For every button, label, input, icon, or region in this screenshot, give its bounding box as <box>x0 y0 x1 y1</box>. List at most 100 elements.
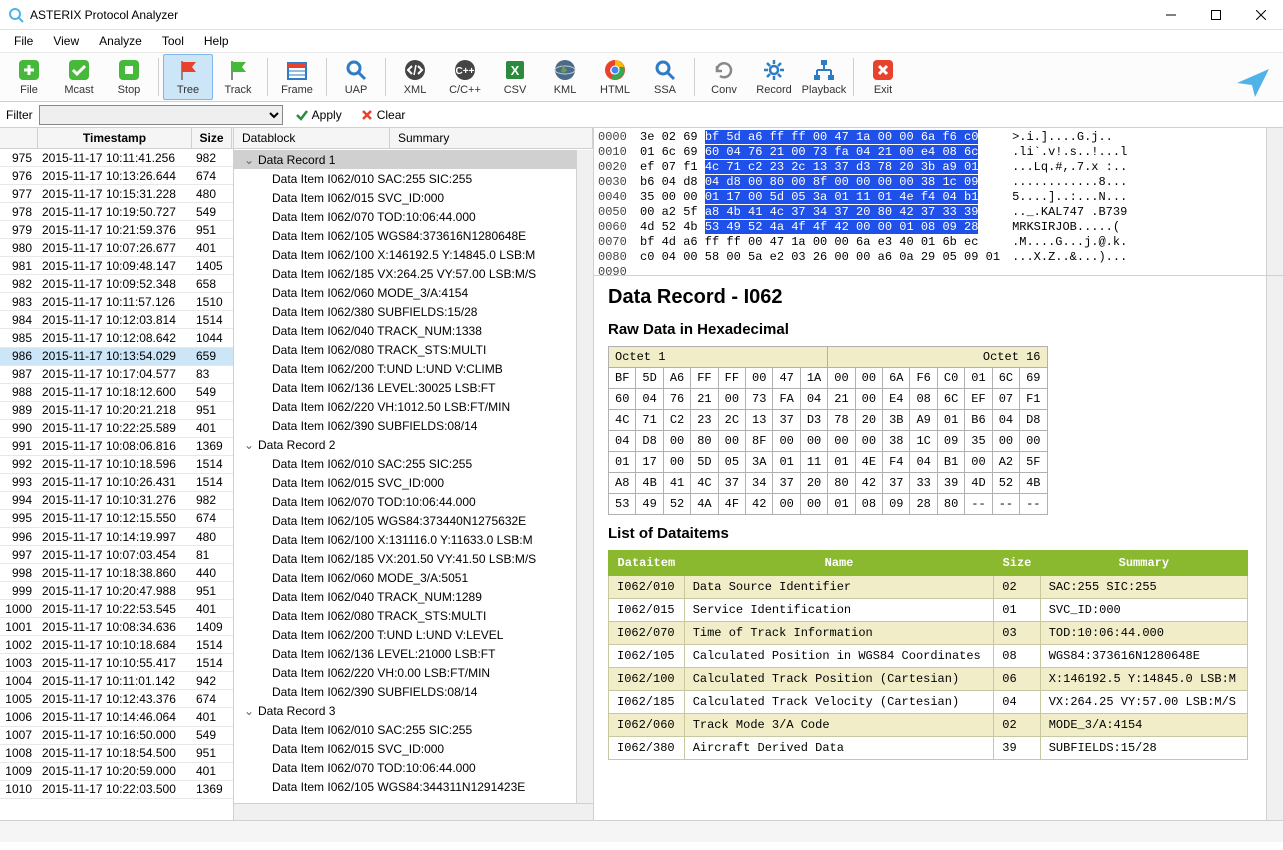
packet-row[interactable]: 9842015-11-17 10:12:03.8141514 <box>0 311 233 329</box>
col-datablock[interactable]: Datablock <box>234 128 390 148</box>
tree-node[interactable]: Data Item I062/070 TOD:10:06:44.000 <box>234 758 593 777</box>
dataitem-row[interactable]: I062/105Calculated Position in WGS84 Coo… <box>609 645 1248 668</box>
menu-help[interactable]: Help <box>196 32 237 50</box>
dataitem-row[interactable]: I062/010Data Source Identifier02SAC:255 … <box>609 576 1248 599</box>
col-timestamp[interactable]: Timestamp <box>38 128 192 148</box>
tree-node[interactable]: Data Item I062/015 SVC_ID:000 <box>234 188 593 207</box>
tree-node[interactable]: Data Item I062/100 X:131116.0 Y:11633.0 … <box>234 530 593 549</box>
toolbar-exit[interactable]: Exit <box>858 54 908 100</box>
packet-row[interactable]: 9812015-11-17 10:09:48.1471405 <box>0 257 233 275</box>
toolbar-playback[interactable]: Playback <box>799 54 849 100</box>
packet-row[interactable]: 10032015-11-17 10:10:55.4171514 <box>0 654 233 672</box>
packet-row[interactable]: 10062015-11-17 10:14:46.064401 <box>0 708 233 726</box>
tree-node[interactable]: Data Item I062/010 SAC:255 SIC:255 <box>234 454 593 473</box>
tree-node[interactable]: Data Item I062/080 TRACK_STS:MULTI <box>234 340 593 359</box>
packet-row[interactable]: 10022015-11-17 10:10:18.6841514 <box>0 636 233 654</box>
toolbar-track[interactable]: Track <box>213 54 263 100</box>
packet-row[interactable]: 10042015-11-17 10:11:01.142942 <box>0 672 233 690</box>
packet-row[interactable]: 9832015-11-17 10:11:57.1261510 <box>0 293 233 311</box>
tree-node[interactable]: ⌄Data Record 3 <box>234 701 593 720</box>
menu-tool[interactable]: Tool <box>154 32 192 50</box>
tree-node[interactable]: Data Item I062/200 T:UND L:UND V:LEVEL <box>234 625 593 644</box>
menu-analyze[interactable]: Analyze <box>91 32 150 50</box>
dataitem-row[interactable]: I062/070Time of Track Information03TOD:1… <box>609 622 1248 645</box>
tree-node[interactable]: Data Item I062/390 SUBFIELDS:08/14 <box>234 416 593 435</box>
maximize-button[interactable] <box>1193 0 1238 30</box>
packet-row[interactable]: 10012015-11-17 10:08:34.6361409 <box>0 618 233 636</box>
apply-button[interactable]: Apply <box>289 107 348 123</box>
toolbar-html[interactable]: HTML <box>590 54 640 100</box>
packet-row[interactable]: 9862015-11-17 10:13:54.029659 <box>0 348 233 366</box>
close-button[interactable] <box>1238 0 1283 30</box>
packet-row[interactable]: 9952015-11-17 10:12:15.550674 <box>0 510 233 528</box>
packet-row[interactable]: 9852015-11-17 10:12:08.6421044 <box>0 329 233 347</box>
toolbar-tree[interactable]: Tree <box>163 54 213 100</box>
tree-node[interactable]: Data Item I062/390 SUBFIELDS:08/14 <box>234 682 593 701</box>
tree-node[interactable]: Data Item I062/185 VX:201.50 VY:41.50 LS… <box>234 549 593 568</box>
clear-button[interactable]: Clear <box>354 107 412 123</box>
tree-node[interactable]: Data Item I062/105 WGS84:373616N1280648E <box>234 226 593 245</box>
send-icon[interactable] <box>1235 65 1271 101</box>
toolbar-stop[interactable]: Stop <box>104 54 154 100</box>
tree-vscrollbar[interactable] <box>576 150 593 803</box>
tree-node[interactable]: Data Item I062/060 MODE_3/A:4154 <box>234 283 593 302</box>
packet-row[interactable]: 9782015-11-17 10:19:50.727549 <box>0 203 233 221</box>
packet-row[interactable]: 9882015-11-17 10:18:12.600549 <box>0 384 233 402</box>
packet-row[interactable]: 9802015-11-17 10:07:26.677401 <box>0 239 233 257</box>
packet-row[interactable]: 10082015-11-17 10:18:54.500951 <box>0 745 233 763</box>
tree-node[interactable]: Data Item I062/010 SAC:255 SIC:255 <box>234 720 593 739</box>
tree-node[interactable]: ⌄Data Record 2 <box>234 435 593 454</box>
tree-node[interactable]: Data Item I062/015 SVC_ID:000 <box>234 739 593 758</box>
toolbar-csv[interactable]: XCSV <box>490 54 540 100</box>
packet-row[interactable]: 9962015-11-17 10:14:19.997480 <box>0 528 233 546</box>
tree-node[interactable]: Data Item I062/010 SAC:255 SIC:255 <box>234 169 593 188</box>
packet-row[interactable]: 9992015-11-17 10:20:47.988951 <box>0 582 233 600</box>
dataitem-row[interactable]: I062/100Calculated Track Position (Carte… <box>609 668 1248 691</box>
tree-node[interactable]: Data Item I062/040 TRACK_NUM:1338 <box>234 321 593 340</box>
hex-vscrollbar[interactable] <box>1266 128 1283 275</box>
menu-view[interactable]: View <box>45 32 87 50</box>
toolbar-record[interactable]: Record <box>749 54 799 100</box>
tree-node[interactable]: Data Item I062/015 SVC_ID:000 <box>234 473 593 492</box>
packet-row[interactable]: 9762015-11-17 10:13:26.644674 <box>0 167 233 185</box>
tree-node[interactable]: Data Item I062/070 TOD:10:06:44.000 <box>234 492 593 511</box>
tree-node[interactable]: Data Item I062/185 VX:264.25 VY:57.00 LS… <box>234 264 593 283</box>
tree-body[interactable]: ⌄Data Record 1Data Item I062/010 SAC:255… <box>234 149 593 803</box>
col-index[interactable] <box>0 128 38 148</box>
tree-node[interactable]: Data Item I062/136 LEVEL:21000 LSB:FT <box>234 644 593 663</box>
packet-row[interactable]: 9942015-11-17 10:10:31.276982 <box>0 492 233 510</box>
tree-node[interactable]: ⌄Data Record 1 <box>234 150 593 169</box>
tree-hscrollbar[interactable] <box>234 803 593 820</box>
tree-node[interactable]: Data Item I062/380 SUBFIELDS:15/28 <box>234 302 593 321</box>
packet-row[interactable]: 10092015-11-17 10:20:59.000401 <box>0 763 233 781</box>
packet-row[interactable]: 9922015-11-17 10:10:18.5961514 <box>0 456 233 474</box>
toolbar-frame[interactable]: Frame <box>272 54 322 100</box>
tree-node[interactable]: Data Item I062/105 WGS84:373440N1275632E <box>234 511 593 530</box>
menu-file[interactable]: File <box>6 32 41 50</box>
tree-node[interactable]: Data Item I062/136 LEVEL:30025 LSB:FT <box>234 378 593 397</box>
packet-row[interactable]: 10002015-11-17 10:22:53.545401 <box>0 600 233 618</box>
tree-node[interactable]: Data Item I062/080 TRACK_STS:MULTI <box>234 606 593 625</box>
packet-row[interactable]: 10072015-11-17 10:16:50.000549 <box>0 727 233 745</box>
tree-node[interactable]: Data Item I062/100 X:146192.5 Y:14845.0 … <box>234 245 593 264</box>
tree-node[interactable]: Data Item I062/200 T:UND L:UND V:CLIMB <box>234 359 593 378</box>
toolbar-conv[interactable]: Conv <box>699 54 749 100</box>
toolbar-ssa[interactable]: SSA <box>640 54 690 100</box>
hex-dump-pane[interactable]: 0000001000200030004000500060007000800090… <box>594 128 1283 276</box>
toolbar-cc[interactable]: C++C/C++ <box>440 54 490 100</box>
packet-row[interactable]: 9772015-11-17 10:15:31.228480 <box>0 185 233 203</box>
packet-row[interactable]: 9902015-11-17 10:22:25.589401 <box>0 420 233 438</box>
packet-row[interactable]: 10052015-11-17 10:12:43.376674 <box>0 690 233 708</box>
packet-row[interactable]: 9912015-11-17 10:08:06.8161369 <box>0 438 233 456</box>
tree-node[interactable]: Data Item I062/060 MODE_3/A:5051 <box>234 568 593 587</box>
packet-row[interactable]: 9822015-11-17 10:09:52.348658 <box>0 275 233 293</box>
toolbar-xml[interactable]: XML <box>390 54 440 100</box>
col-summary[interactable]: Summary <box>390 128 593 148</box>
toolbar-mcast[interactable]: Mcast <box>54 54 104 100</box>
dataitem-row[interactable]: I062/185Calculated Track Velocity (Carte… <box>609 691 1248 714</box>
dataitem-row[interactable]: I062/380Aircraft Derived Data39SUBFIELDS… <box>609 737 1248 760</box>
minimize-button[interactable] <box>1148 0 1193 30</box>
tree-node[interactable]: Data Item I062/220 VH:1012.50 LSB:FT/MIN <box>234 397 593 416</box>
filter-input[interactable] <box>39 105 283 125</box>
detail-vscrollbar[interactable] <box>1266 276 1283 820</box>
